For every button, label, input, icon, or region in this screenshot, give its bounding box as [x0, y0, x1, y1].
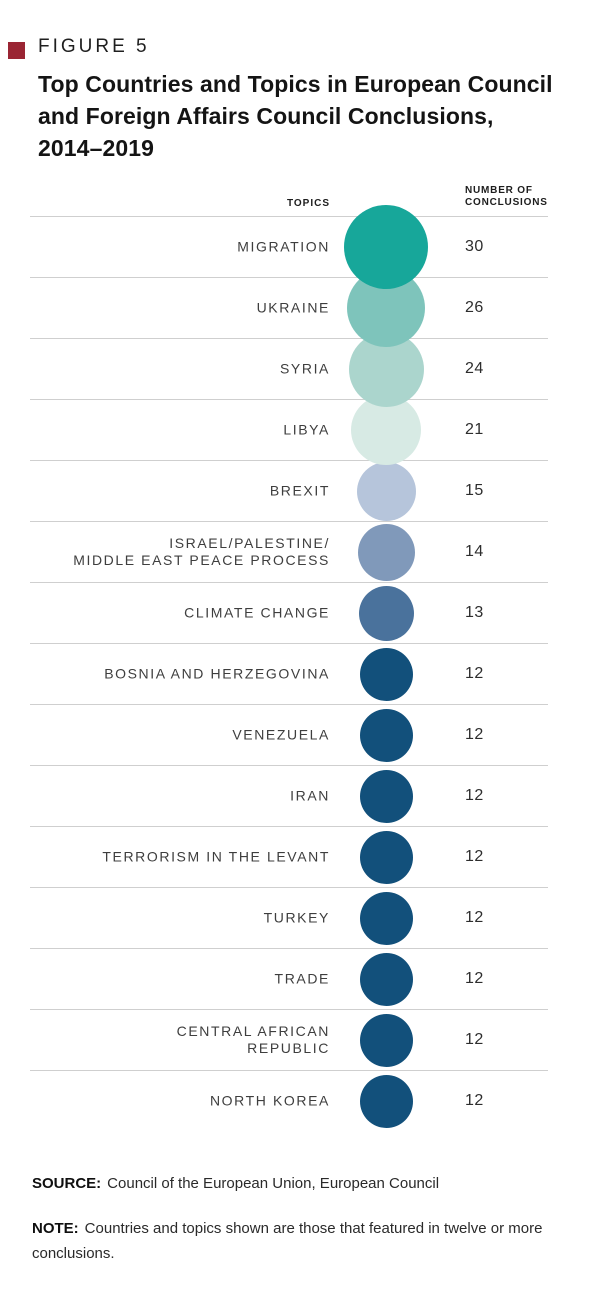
conclusions-count: 26 — [465, 299, 484, 316]
table-row: MIGRATION 30 — [30, 205, 548, 289]
bubble-cell — [330, 949, 442, 1009]
bubble — [359, 830, 413, 884]
note-label: NOTE: — [32, 1220, 79, 1237]
chart-rows: MIGRATION 30 UKRAINE 26 SYRIA 24 LIBYA 21 BREXIT… — [30, 205, 548, 1131]
conclusions-count: 12 — [465, 665, 484, 682]
bubble — [359, 1074, 413, 1128]
bubble-chart: TOPICS NUMBER OF CONCLUSIONS MIGRATION 30… — [30, 182, 548, 1131]
table-row: BOSNIA AND HERZEGOVINA 12 — [30, 643, 548, 704]
bubble — [356, 461, 416, 521]
topic-label: BOSNIA AND HERZEGOVINA — [104, 665, 330, 682]
conclusions-count: 12 — [465, 726, 484, 743]
topic-label: TURKEY — [263, 909, 330, 926]
table-row: LIBYA 21 — [30, 395, 548, 465]
topic-label: VENEZUELA — [232, 726, 330, 743]
conclusions-count: 15 — [465, 482, 484, 499]
conclusions-count: 12 — [465, 1031, 484, 1048]
note-line: NOTE: Countries and topics shown are thos… — [32, 1216, 572, 1266]
table-row: BREXIT 15 — [30, 460, 548, 521]
table-row: TRADE 12 — [30, 948, 548, 1009]
bubble — [357, 523, 415, 581]
conclusions-count: 21 — [465, 421, 484, 438]
conclusions-count: 13 — [465, 604, 484, 621]
table-row: CENTRAL AFRICAN REPUBLIC 12 — [30, 1009, 548, 1070]
bubble-cell — [330, 827, 442, 887]
topic-label: NORTH KOREA — [209, 1092, 330, 1109]
figure-footer: SOURCE: Council of the European Union, Eu… — [32, 1171, 572, 1266]
topic-label: ISRAEL/PALESTINE/ MIDDLE EAST PEACE PROC… — [73, 535, 330, 568]
conclusions-count: 12 — [465, 787, 484, 804]
topic-label: SYRIA — [279, 360, 330, 377]
chart-column-headers: TOPICS NUMBER OF CONCLUSIONS — [30, 182, 548, 216]
conclusions-count: 24 — [465, 360, 484, 377]
topic-label: TRADE — [274, 970, 330, 987]
note-text: Countries and topics shown are those tha… — [32, 1220, 543, 1262]
topic-label: TERRORISM IN THE LEVANT — [102, 848, 330, 865]
bubble-cell — [330, 1071, 442, 1131]
bubble — [359, 1013, 413, 1067]
bubble-cell — [330, 395, 442, 465]
topic-label: CENTRAL AFRICAN REPUBLIC — [176, 1023, 330, 1056]
bubble-cell — [330, 205, 442, 289]
bubble-cell — [330, 331, 442, 407]
bubble — [358, 585, 414, 641]
bubble — [359, 708, 413, 762]
table-row: VENEZUELA 12 — [30, 704, 548, 765]
topic-label: UKRAINE — [256, 299, 330, 316]
bubble-cell — [330, 522, 442, 582]
figure-header: FIGURE 5 Top Countries and Topics in Eur… — [38, 36, 560, 164]
table-row: CLIMATE CHANGE 13 — [30, 582, 548, 643]
number-of-conclusions-column-header: NUMBER OF CONCLUSIONS — [465, 185, 548, 208]
conclusions-count: 30 — [465, 238, 484, 255]
table-row: ISRAEL/PALESTINE/ MIDDLE EAST PEACE PROC… — [30, 521, 548, 582]
bubble — [359, 952, 413, 1006]
table-row: NORTH KOREA 12 — [30, 1070, 548, 1131]
topic-label: BREXIT — [269, 482, 330, 499]
bubble — [359, 769, 413, 823]
figure-title: Top Countries and Topics in European Cou… — [38, 71, 553, 161]
table-row: SYRIA 24 — [30, 331, 548, 407]
source-label: SOURCE: — [32, 1175, 102, 1192]
bubble-cell — [330, 766, 442, 826]
topic-label: IRAN — [290, 787, 330, 804]
conclusions-count: 12 — [465, 1092, 484, 1109]
topic-label: LIBYA — [283, 421, 330, 438]
bubble-cell — [330, 644, 442, 704]
bubble-cell — [330, 705, 442, 765]
source-line: SOURCE: Council of the European Union, Eu… — [32, 1171, 572, 1196]
table-row: UKRAINE 26 — [30, 269, 548, 347]
topic-label: MIGRATION — [237, 238, 330, 255]
bubble-cell — [330, 583, 442, 643]
bubble-cell — [330, 461, 442, 521]
bubble — [359, 891, 413, 945]
topics-column-header: TOPICS — [286, 198, 330, 209]
table-row: TERRORISM IN THE LEVANT 12 — [30, 826, 548, 887]
bubble-cell — [330, 888, 442, 948]
table-row: TURKEY 12 — [30, 887, 548, 948]
conclusions-count: 12 — [465, 848, 484, 865]
bubble — [359, 647, 413, 701]
table-row: IRAN 12 — [30, 765, 548, 826]
figure-number-label: FIGURE 5 — [38, 36, 150, 57]
source-text: Council of the European Union, European … — [107, 1175, 440, 1192]
conclusions-count: 14 — [465, 543, 484, 560]
bubble-cell — [330, 1010, 442, 1070]
conclusions-count: 12 — [465, 970, 484, 987]
bubble — [351, 395, 421, 465]
conclusions-count: 12 — [465, 909, 484, 926]
bubble — [344, 205, 428, 289]
brand-square-logo — [8, 42, 25, 59]
topic-label: CLIMATE CHANGE — [184, 604, 330, 621]
